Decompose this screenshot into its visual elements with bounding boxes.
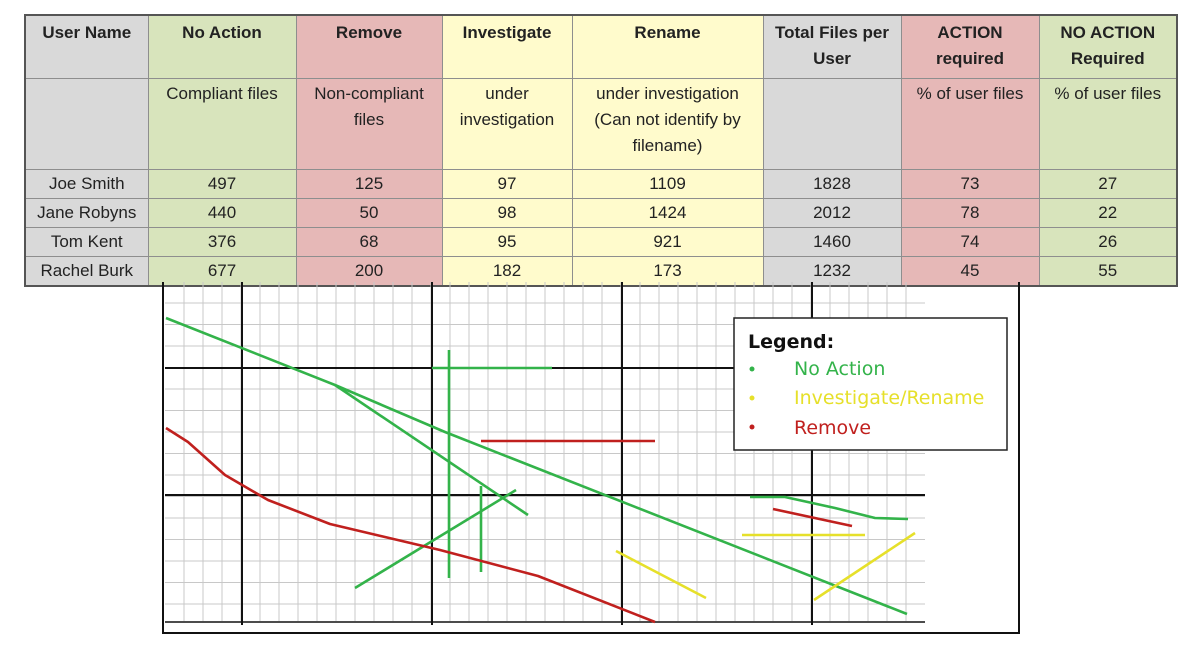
legend-item-remove: Remove: [794, 417, 871, 439]
user-files-table: User Name No Action Remove Investigate R…: [24, 14, 1178, 287]
table-cell: 50: [295, 198, 443, 228]
subheader-cell: Compliant files: [147, 78, 297, 170]
table-cell: 2012: [762, 198, 902, 228]
user-name-cell: Tom Kent: [24, 227, 149, 257]
legend-box: [733, 317, 1008, 451]
series-line-investigate-rename: [813, 531, 916, 602]
header-no-action-required: NO ACTION Required: [1038, 14, 1178, 79]
table-cell: 677: [147, 256, 297, 287]
series-line-no-action: [165, 316, 908, 616]
table-cell: 78: [900, 198, 1040, 228]
table-cell: 182: [441, 256, 573, 287]
series-line-no-action: [750, 495, 909, 521]
table-cell: 73: [900, 169, 1040, 199]
table-cell: 45: [900, 256, 1040, 287]
table-cell: 98: [441, 198, 573, 228]
table-cell: 22: [1038, 198, 1178, 228]
series-line-remove: [165, 426, 656, 624]
series-line-remove: [772, 507, 853, 528]
user-name-cell: Jane Robyns: [24, 198, 149, 228]
table-cell: 921: [571, 227, 764, 257]
subheader-cell: [24, 78, 149, 170]
user-name-cell: Joe Smith: [24, 169, 149, 199]
table-cell: 74: [900, 227, 1040, 257]
legend-item-no-action: No Action: [794, 358, 885, 380]
table-cell: 97: [441, 169, 573, 199]
table-cell: 1424: [571, 198, 764, 228]
table-row: Jane Robyns 440 50 98 1424 2012 78 22: [24, 198, 1178, 228]
table-row: Rachel Burk 677 200 182 173 1232 45 55: [24, 256, 1178, 287]
legend-bullet-investigate: [749, 395, 755, 401]
table-cell: 376: [147, 227, 297, 257]
table-cell: 497: [147, 169, 297, 199]
table-row: Tom Kent 376 68 95 921 1460 74 26: [24, 227, 1178, 257]
subheader-cell: Non-compliant files: [295, 78, 443, 170]
series-line-investigate-rename: [615, 549, 707, 600]
header-row: User Name No Action Remove Investigate R…: [24, 14, 1178, 79]
legend-title: Legend:: [748, 331, 834, 353]
chart-legend: Legend: No Action Investigate/Rename Rem…: [733, 317, 1008, 451]
legend-bullet-no-action: [749, 366, 755, 372]
table-cell: 200: [295, 256, 443, 287]
series-line-no-action: [334, 383, 529, 517]
series-line-no-action: [354, 488, 517, 590]
user-name-cell: Rachel Burk: [24, 256, 149, 287]
header-rename: Rename: [571, 14, 764, 79]
legend-bullet-remove: [749, 424, 755, 430]
subheader-cell: [762, 78, 902, 170]
table-cell: 1232: [762, 256, 902, 287]
subheader-cell: % of user files: [900, 78, 1040, 170]
table-cell: 26: [1038, 227, 1178, 257]
table-cell: 55: [1038, 256, 1178, 287]
table-cell: 68: [295, 227, 443, 257]
table-cell: 173: [571, 256, 764, 287]
chart-lines: [165, 316, 916, 624]
header-investigate: Investigate: [441, 14, 573, 79]
header-total-files: Total Files per User: [762, 14, 902, 79]
subheader-cell: under investigation: [441, 78, 573, 170]
table-cell: 95: [441, 227, 573, 257]
header-action-required: ACTION required: [900, 14, 1040, 79]
table-cell: 1109: [571, 169, 764, 199]
legend-item-investigate-rename: Investigate/Rename: [794, 387, 984, 409]
table-cell: 1460: [762, 227, 902, 257]
table-cell: 440: [147, 198, 297, 228]
